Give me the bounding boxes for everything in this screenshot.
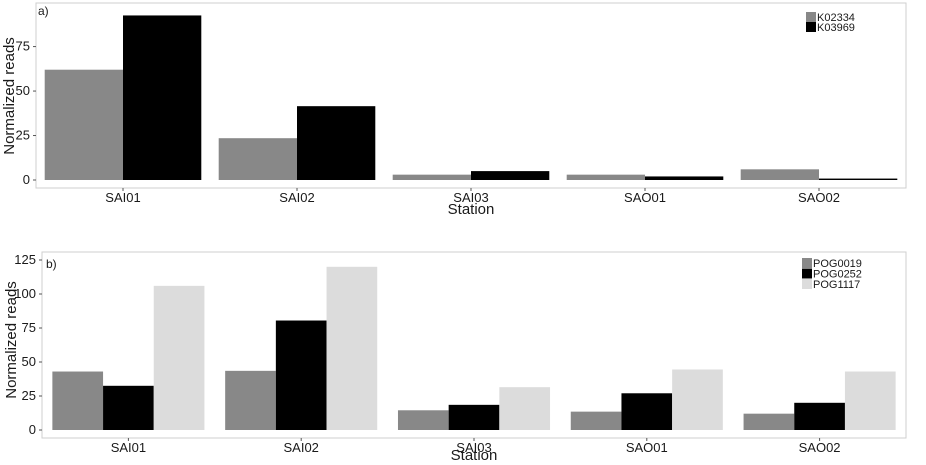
x-tick-label: SAI01	[105, 190, 140, 205]
bar-K03969-SAI03	[471, 171, 550, 180]
y-tick-label: 0	[29, 422, 36, 437]
bar-POG0019-SAI01	[52, 371, 104, 430]
bar-POG0019-SAO02	[743, 413, 795, 430]
x-axis-title: Station	[448, 201, 495, 218]
y-tick-label: 50	[16, 83, 30, 98]
y-tick-label: 50	[22, 354, 36, 369]
bar-K02334-SAI02	[218, 138, 297, 180]
legend-swatch	[802, 258, 812, 268]
legend-label: POG0252	[813, 269, 862, 281]
y-tick-label: 75	[22, 320, 36, 335]
bar-POG1117-SAO01	[672, 369, 723, 430]
x-tick-label: SAI03	[456, 440, 491, 455]
legend-label: POG1117	[813, 279, 860, 291]
bar-K02334-SAI01	[44, 69, 124, 180]
y-axis-title: Normalized reads	[3, 281, 20, 399]
bar-POG1117-SAI02	[326, 266, 378, 430]
bar-K02334-SAO02	[740, 169, 819, 180]
bar-POG1117-SAI01	[153, 285, 205, 430]
legend-swatch	[802, 268, 812, 279]
bar-POG0019-SAO01	[570, 411, 622, 430]
bar-K03969-SAI01	[123, 15, 202, 180]
bar-K03969-SAO02	[819, 178, 898, 180]
chart-panel-2: b) 0 25 50 75 100 125 Normalized reads SAI01 SAI0…	[3, 251, 907, 464]
bar-POG1117-SAO02	[844, 371, 896, 430]
panel-label: a)	[38, 4, 49, 18]
x-axis-title: Station	[451, 447, 498, 464]
legend-label: POG0019	[813, 258, 862, 270]
bar-POG1117-SAI03	[499, 387, 551, 430]
legend-swatch	[806, 12, 816, 22]
y-tick-label: 0	[23, 172, 30, 187]
x-tick-label: SAO01	[626, 440, 668, 455]
legend-label: K03969	[817, 22, 855, 34]
x-tick-label: SAI02	[283, 440, 318, 455]
legend-label: K02334	[817, 12, 855, 24]
x-tick-label: SAO01	[624, 190, 666, 205]
x-tick-label: SAI01	[111, 440, 146, 455]
bar-K03969-SAO01	[645, 176, 724, 180]
bar-POG0252-SAI02	[275, 320, 327, 430]
y-tick-label: 25	[16, 128, 30, 143]
x-tick-label: SAI02	[279, 190, 314, 205]
y-axis-title: Normalized reads	[1, 37, 18, 155]
x-tick-label: SAO02	[799, 440, 841, 455]
x-tick-label: SAI03	[453, 190, 488, 205]
bar-POG0019-SAI02	[225, 370, 276, 430]
bar-POG0252-SAI03	[448, 404, 500, 430]
bar-K02334-SAO01	[566, 174, 645, 180]
bar-K02334-SAI03	[392, 174, 471, 180]
bar-POG0252-SAO02	[794, 402, 845, 430]
bar-K03969-SAI02	[297, 106, 376, 180]
y-tick-label: 75	[16, 39, 30, 54]
x-tick-label: SAO02	[798, 190, 840, 205]
y-tick-label: 25	[22, 388, 36, 403]
panel-label: b)	[46, 257, 57, 271]
bar-POG0252-SAO01	[621, 393, 673, 430]
y-tick-label: 100	[14, 286, 36, 301]
bar-POG0019-SAI03	[397, 410, 449, 430]
bar-POG0252-SAI01	[103, 385, 154, 430]
y-tick-label: 125	[14, 252, 36, 267]
legend-swatch	[806, 22, 816, 32]
legend-swatch	[802, 279, 812, 289]
